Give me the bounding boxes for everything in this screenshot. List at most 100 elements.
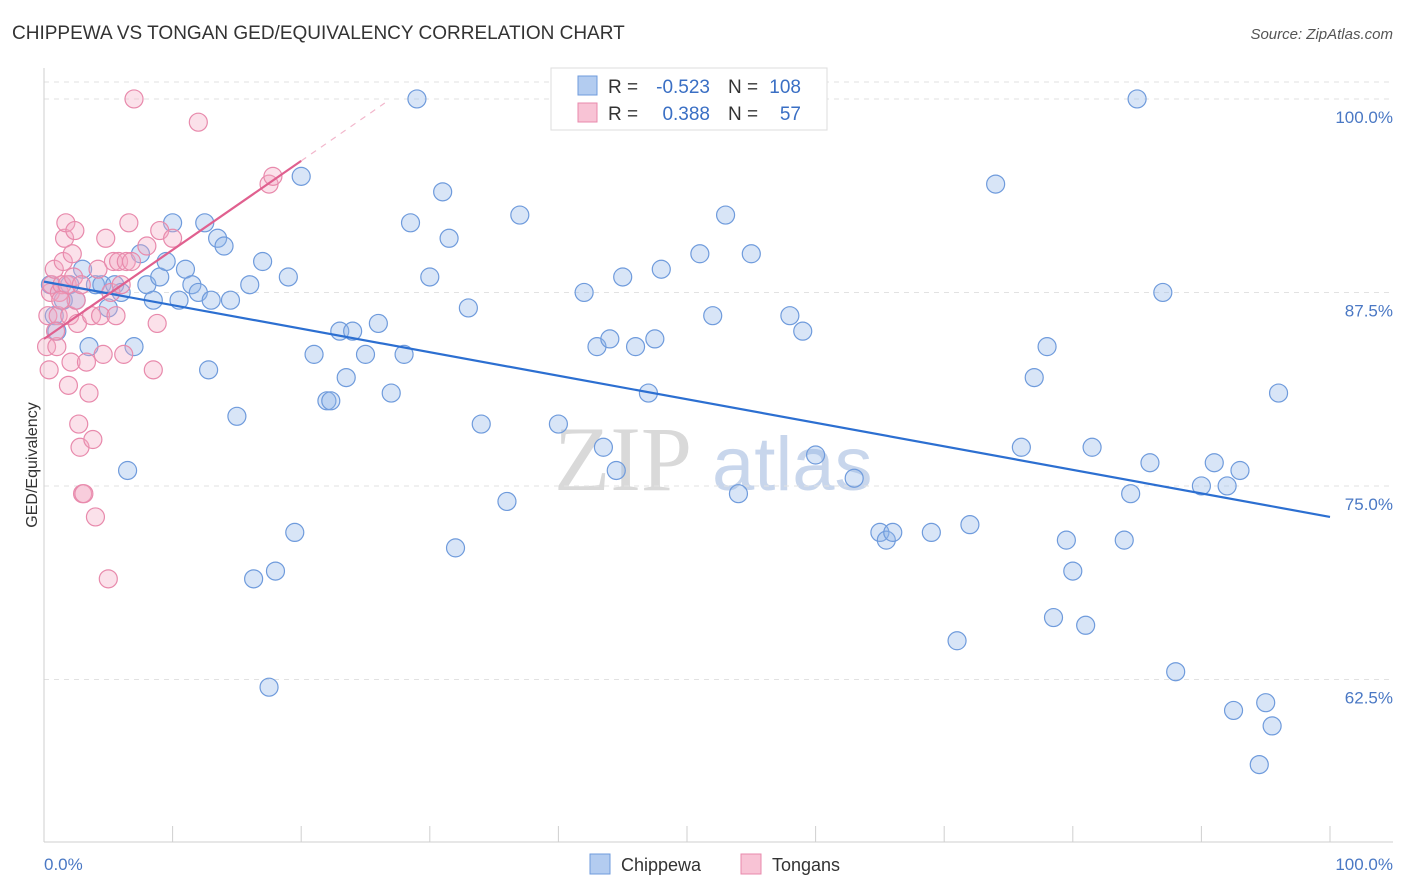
- legend-r-label-chippewa: R =: [608, 77, 638, 98]
- chippewa-point: [439, 228, 459, 248]
- chippewa-point: [433, 182, 453, 202]
- chippewa-point: [182, 275, 202, 295]
- chippewa-point: [199, 360, 219, 380]
- tongans-point: [106, 306, 126, 326]
- chippewa-point: [606, 460, 626, 481]
- bottom-legend-label-tongans: Tongans: [772, 855, 840, 875]
- tongans-point: [137, 236, 157, 256]
- legend-n-value-chippewa: 108: [769, 77, 801, 98]
- chippewa-point: [471, 414, 491, 434]
- tongans-trend-line: [43, 159, 302, 340]
- chippewa-point: [1121, 484, 1141, 504]
- chippewa-point: [844, 468, 864, 488]
- chippewa-point: [343, 321, 363, 341]
- tongans-point: [90, 306, 111, 326]
- tongans-point: [143, 360, 163, 380]
- chippewa-point: [1256, 693, 1276, 713]
- chippewa-point: [244, 569, 264, 589]
- chippewa-point: [805, 445, 826, 465]
- chippewa-point: [1166, 662, 1186, 682]
- chippewa-point: [986, 174, 1006, 194]
- chippewa-point: [883, 522, 903, 543]
- chippewa-point: [368, 313, 388, 334]
- trend-layer: [43, 102, 1331, 519]
- tongans-point: [38, 306, 58, 326]
- tongans-point: [119, 213, 139, 233]
- chippewa-point: [1249, 754, 1269, 775]
- chippewa-point: [1153, 282, 1173, 303]
- chippewa-point: [253, 251, 273, 272]
- chippewa-point: [548, 414, 569, 434]
- chippewa-point: [876, 530, 896, 550]
- stats-legend: R = -0.523 N = 108 R = 0.388 N = 57: [550, 67, 828, 131]
- chippewa-point: [1268, 383, 1289, 403]
- legend-swatch-tongans: [577, 102, 598, 123]
- chippewa-point: [1223, 700, 1244, 721]
- chippewa-point: [1063, 561, 1083, 581]
- chippewa-point: [285, 522, 305, 543]
- chippewa-point: [1140, 453, 1160, 473]
- x-tick-label-min: 0.0%: [44, 855, 83, 874]
- bottom-legend-swatch-chippewa: [589, 853, 611, 875]
- y-tick-label: 75.0%: [1345, 495, 1393, 514]
- tongans-point: [116, 251, 136, 272]
- legend-n-label-tongans: N =: [728, 104, 758, 125]
- chippewa-point: [921, 522, 941, 543]
- chippewa-point: [336, 368, 356, 388]
- chippewa-point: [1217, 476, 1237, 496]
- chippewa-point: [1076, 615, 1096, 635]
- chippewa-point: [960, 515, 980, 535]
- chippewa-point: [1191, 476, 1212, 496]
- chippewa-point: [1056, 530, 1076, 550]
- tongans-point: [263, 166, 283, 186]
- tongans-point: [121, 251, 142, 272]
- chippewa-point: [124, 337, 144, 357]
- tongans-point: [47, 337, 67, 357]
- legend-r-label-tongans: R =: [608, 104, 638, 125]
- chippewa-point: [1230, 460, 1250, 481]
- tongans-point: [62, 244, 82, 264]
- tongans-point: [76, 352, 97, 372]
- legend-n-label-chippewa: N =: [728, 77, 758, 98]
- series-legend: Chippewa Tongans: [589, 853, 840, 875]
- chippewa-point: [645, 329, 665, 349]
- tongans-point: [66, 290, 86, 310]
- chippewa-point: [703, 306, 723, 326]
- y-tick-labels: 62.5% 75.0% 87.5% 100.0%: [1335, 108, 1393, 708]
- tongans-point: [61, 352, 81, 372]
- tongans-trend-extension: [300, 102, 386, 162]
- chippewa-point: [265, 561, 286, 581]
- tongans-point: [51, 290, 71, 310]
- chippewa-point: [259, 677, 279, 697]
- legend-r-value-chippewa: -0.523: [656, 77, 710, 98]
- chippewa-point: [1262, 716, 1282, 736]
- chippewa-point: [728, 484, 749, 504]
- chippewa-point: [304, 344, 324, 364]
- chippewa-point: [715, 205, 736, 225]
- chippewa-trend-line: [43, 280, 1331, 519]
- bottom-legend-swatch-tongans: [740, 853, 762, 875]
- chippewa-point: [458, 298, 478, 318]
- chippewa-point: [400, 213, 421, 233]
- tongans-point: [54, 228, 75, 248]
- chippewa-point: [1082, 437, 1102, 457]
- grid-layer: [44, 81, 1393, 680]
- tongans-point: [74, 484, 94, 504]
- tongans-point: [163, 228, 183, 248]
- chippewa-point: [394, 344, 414, 364]
- chippewa-point: [98, 298, 118, 318]
- tongans-point: [48, 306, 68, 326]
- chippewa-point: [420, 267, 440, 287]
- chippewa-point: [947, 631, 967, 651]
- chippewa-point: [201, 290, 221, 310]
- tongans-point: [71, 275, 91, 295]
- tongans-point: [85, 507, 106, 527]
- tongans-point: [58, 375, 79, 395]
- chippewa-point: [1024, 368, 1044, 388]
- tongans-point: [39, 360, 59, 380]
- chippewa-point: [1204, 453, 1224, 473]
- watermark-zip: ZIP: [554, 408, 692, 510]
- chippewa-point: [195, 213, 215, 233]
- chippewa-point: [381, 383, 401, 403]
- y-axis-label: GED/Equivalency: [24, 402, 41, 527]
